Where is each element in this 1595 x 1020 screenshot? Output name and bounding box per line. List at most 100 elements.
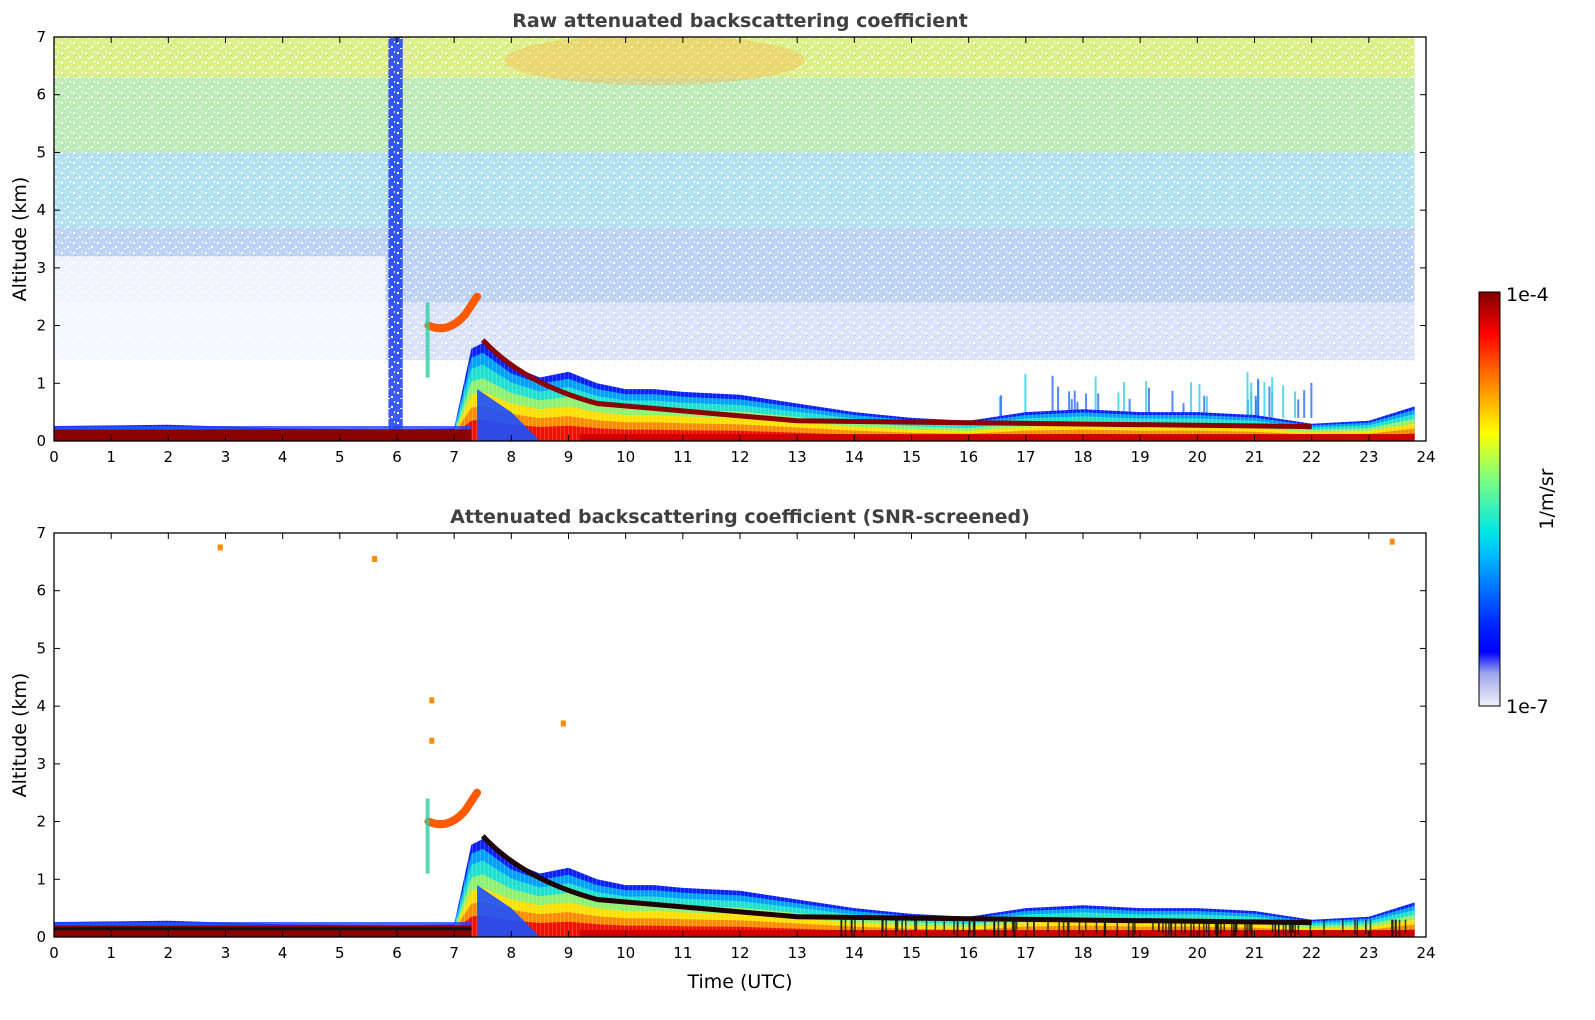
x-tick-label: 3 bbox=[221, 944, 231, 962]
bottom-panel-title: Attenuated backscattering coefficient (S… bbox=[450, 506, 1030, 528]
x-tick-label: 19 bbox=[1131, 944, 1150, 962]
x-tick-label: 18 bbox=[1073, 448, 1092, 466]
saturated-streak bbox=[1047, 919, 1049, 932]
x-tick-label: 4 bbox=[278, 448, 288, 466]
saturated-streak bbox=[1244, 919, 1246, 937]
saturated-streak bbox=[1234, 919, 1237, 937]
saturated-streak bbox=[1162, 919, 1164, 934]
colorbar-frame bbox=[1478, 291, 1501, 707]
x-tick-label: 23 bbox=[1359, 944, 1378, 962]
surface-layer-edge bbox=[54, 425, 472, 430]
surface-layer-core bbox=[54, 429, 472, 441]
x-tick-label: 18 bbox=[1073, 944, 1092, 962]
saturated-streak bbox=[1068, 919, 1070, 934]
x-tick-label: 9 bbox=[564, 944, 574, 962]
saturated-streak bbox=[997, 919, 1000, 937]
saturated-streak bbox=[1342, 919, 1344, 933]
top-y-axis-label: Altitude (km) bbox=[9, 177, 31, 302]
saturated-streak bbox=[1015, 919, 1018, 930]
clear-region bbox=[54, 256, 386, 424]
noise-spike bbox=[1094, 376, 1097, 418]
y-tick-label: 3 bbox=[36, 755, 46, 773]
elevated-layer bbox=[424, 788, 482, 829]
saturated-streak bbox=[1354, 919, 1356, 935]
saturated-streak bbox=[1398, 919, 1401, 937]
x-tick-label: 5 bbox=[335, 448, 345, 466]
x-tick-label: 24 bbox=[1416, 944, 1435, 962]
ground-signal bbox=[579, 930, 1415, 937]
colorbar-unit-label: 1/m/sr bbox=[1536, 468, 1558, 529]
noise-spike bbox=[1073, 390, 1076, 418]
saturated-streak bbox=[1309, 919, 1312, 937]
colorbar bbox=[1479, 292, 1500, 706]
saturated-streak bbox=[968, 919, 970, 934]
noise-spike bbox=[1051, 375, 1054, 418]
saturated-streak bbox=[1003, 919, 1006, 937]
x-tick-label: 19 bbox=[1131, 448, 1150, 466]
saturated-streak bbox=[973, 919, 976, 937]
saturated-streak bbox=[885, 919, 887, 937]
outlier-point bbox=[560, 720, 566, 727]
elevated-layer bbox=[424, 292, 482, 333]
ground-signal bbox=[579, 434, 1415, 441]
saturated-streak bbox=[1174, 919, 1177, 936]
x-tick-label: 2 bbox=[164, 448, 174, 466]
x-tick-label: 16 bbox=[959, 944, 978, 962]
saturated-streak bbox=[1248, 919, 1250, 931]
y-tick-label: 3 bbox=[36, 259, 46, 277]
noise-spike bbox=[1128, 398, 1131, 418]
saturated-streak bbox=[1132, 919, 1134, 937]
top-axes-ticks: 0 1 2 3 4 5 6 7 8 9 10 11 12 13 14 15 16 17 18 19 20 21 22 23 24… bbox=[36, 28, 1435, 466]
aerosol-layer bbox=[480, 338, 1312, 430]
y-tick-label: 6 bbox=[36, 582, 46, 600]
noise-spike bbox=[1000, 395, 1003, 418]
saturated-streak bbox=[1233, 919, 1235, 936]
saturated-streak bbox=[1078, 919, 1081, 935]
noise-spike bbox=[1070, 399, 1073, 418]
x-tick-label: 21 bbox=[1245, 448, 1264, 466]
noise-spike bbox=[1190, 382, 1193, 418]
y-tick-label: 1 bbox=[36, 374, 46, 392]
saturated-streak bbox=[1203, 919, 1205, 937]
saturated-streak bbox=[1249, 919, 1252, 935]
x-tick-label: 12 bbox=[730, 448, 749, 466]
surface-layer-core bbox=[54, 925, 472, 937]
noise-spike bbox=[1263, 382, 1266, 418]
x-tick-label: 24 bbox=[1416, 448, 1435, 466]
saturated-streak bbox=[1012, 919, 1015, 937]
saturated-streak bbox=[1084, 919, 1087, 931]
x-tick-label: 20 bbox=[1188, 944, 1207, 962]
y-tick-label: 7 bbox=[36, 524, 46, 542]
x-tick-label: 23 bbox=[1359, 448, 1378, 466]
saturated-streak bbox=[1282, 919, 1285, 935]
y-tick-label: 4 bbox=[36, 201, 46, 219]
saturated-streak bbox=[1014, 919, 1016, 937]
noise-spike bbox=[1246, 371, 1249, 418]
saturated-streak bbox=[1246, 919, 1248, 937]
noise-warm-patch bbox=[504, 37, 805, 86]
outlier-point bbox=[217, 544, 223, 551]
attenuated-region bbox=[477, 389, 540, 441]
bottom-plot-area bbox=[54, 533, 1426, 937]
saturated-streak bbox=[934, 919, 937, 931]
noise-spike bbox=[1268, 386, 1271, 418]
saturated-streak bbox=[1190, 919, 1192, 937]
saturated-streak bbox=[844, 919, 847, 937]
noise-spike bbox=[1024, 374, 1027, 418]
noise-spike bbox=[1203, 395, 1206, 418]
noise-spike bbox=[1310, 382, 1313, 418]
saturated-streak bbox=[1391, 919, 1393, 937]
saturated-streak bbox=[1392, 919, 1394, 937]
saturated-streak bbox=[1103, 919, 1106, 937]
saturated-streak bbox=[1395, 919, 1397, 937]
saturated-signal bbox=[54, 927, 472, 931]
surface-layer-edge bbox=[54, 921, 472, 926]
x-axis-label: Time (UTC) bbox=[686, 971, 792, 993]
x-tick-label: 1 bbox=[106, 944, 116, 962]
x-tick-label: 7 bbox=[449, 944, 459, 962]
y-tick-label: 2 bbox=[36, 317, 46, 335]
saturated-streak bbox=[943, 919, 945, 931]
saturated-streak bbox=[901, 919, 903, 935]
colorbar-max-label: 1e-4 bbox=[1506, 284, 1549, 306]
saturated-streak bbox=[1198, 919, 1201, 936]
